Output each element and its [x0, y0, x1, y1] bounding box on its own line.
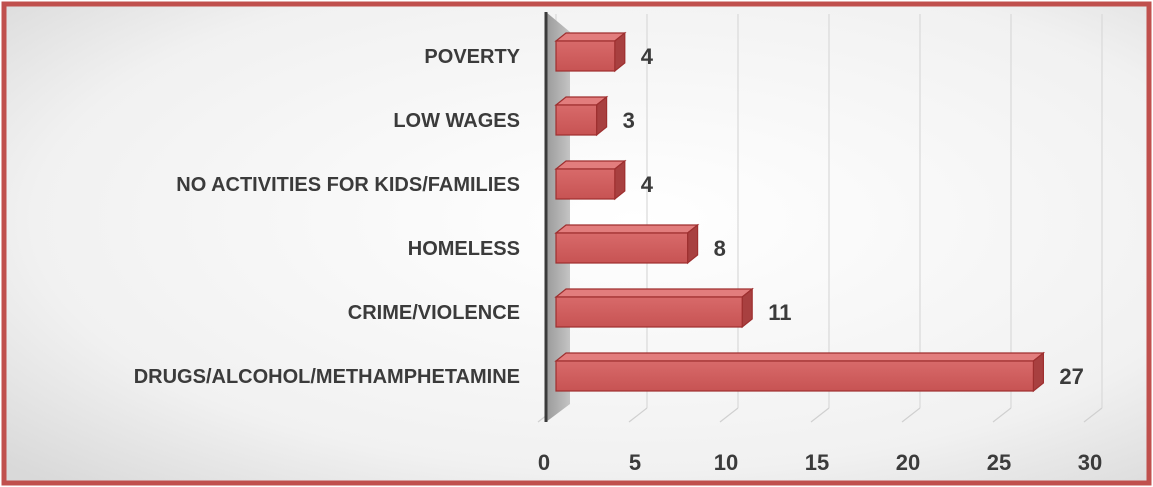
x-tick-label: 20: [896, 450, 920, 475]
bar-top-face: [554, 32, 627, 42]
data-label: 11: [768, 300, 791, 325]
bar-2: [554, 159, 627, 201]
bar-top-face: [554, 288, 754, 298]
bar-3: [554, 223, 700, 265]
x-tick-label: 15: [805, 450, 829, 475]
floor-gridline-15: [810, 407, 830, 423]
category-label: POVERTY: [424, 46, 520, 68]
bar-front-face: [555, 40, 616, 72]
bar-front-face: [555, 168, 616, 200]
bar-0: [554, 31, 627, 73]
x-tick-label: 25: [987, 450, 1011, 475]
category-label: CRIME/VIOLENCE: [348, 302, 520, 324]
floor-gridline-10: [719, 407, 739, 423]
category-label: LOW WAGES: [393, 110, 520, 132]
data-label: 27: [1059, 364, 1083, 389]
bar-4: [554, 287, 754, 329]
x-tick-label: 30: [1078, 450, 1102, 475]
x-tick-label: 10: [714, 450, 738, 475]
bar-top-face: [554, 160, 627, 170]
data-label: 4: [641, 44, 654, 69]
bar-1: [554, 95, 609, 137]
floor-gridline-20: [901, 407, 921, 423]
floor-gridline-5: [628, 407, 648, 423]
x-tick-label: 5: [629, 450, 641, 475]
bar-front-face: [555, 296, 743, 328]
bars: [554, 31, 1046, 393]
category-label: DRUGS/ALCOHOL/METHAMPHETAMINE: [134, 366, 520, 388]
data-label: 3: [623, 108, 635, 133]
x-tick-label: 0: [538, 450, 550, 475]
data-label: 8: [714, 236, 726, 261]
labels: 0 5 10 15 20 25 30 POVERTY 4 LOW WAGES 3 NO ACTIVIT…: [134, 44, 1103, 475]
bar-front-face: [555, 232, 689, 264]
bar-5: [554, 351, 1046, 393]
bar-top-face: [554, 352, 1046, 362]
bar-front-face: [555, 104, 598, 136]
bar-front-face: [555, 360, 1034, 392]
category-label: HOMELESS: [408, 238, 520, 260]
floor-gridline-30: [1083, 407, 1103, 423]
category-label: NO ACTIVITIES FOR KIDS/FAMILIES: [176, 174, 520, 196]
data-label: 4: [641, 172, 654, 197]
bar-top-face: [554, 224, 700, 234]
floor-gridline-25: [992, 407, 1012, 423]
